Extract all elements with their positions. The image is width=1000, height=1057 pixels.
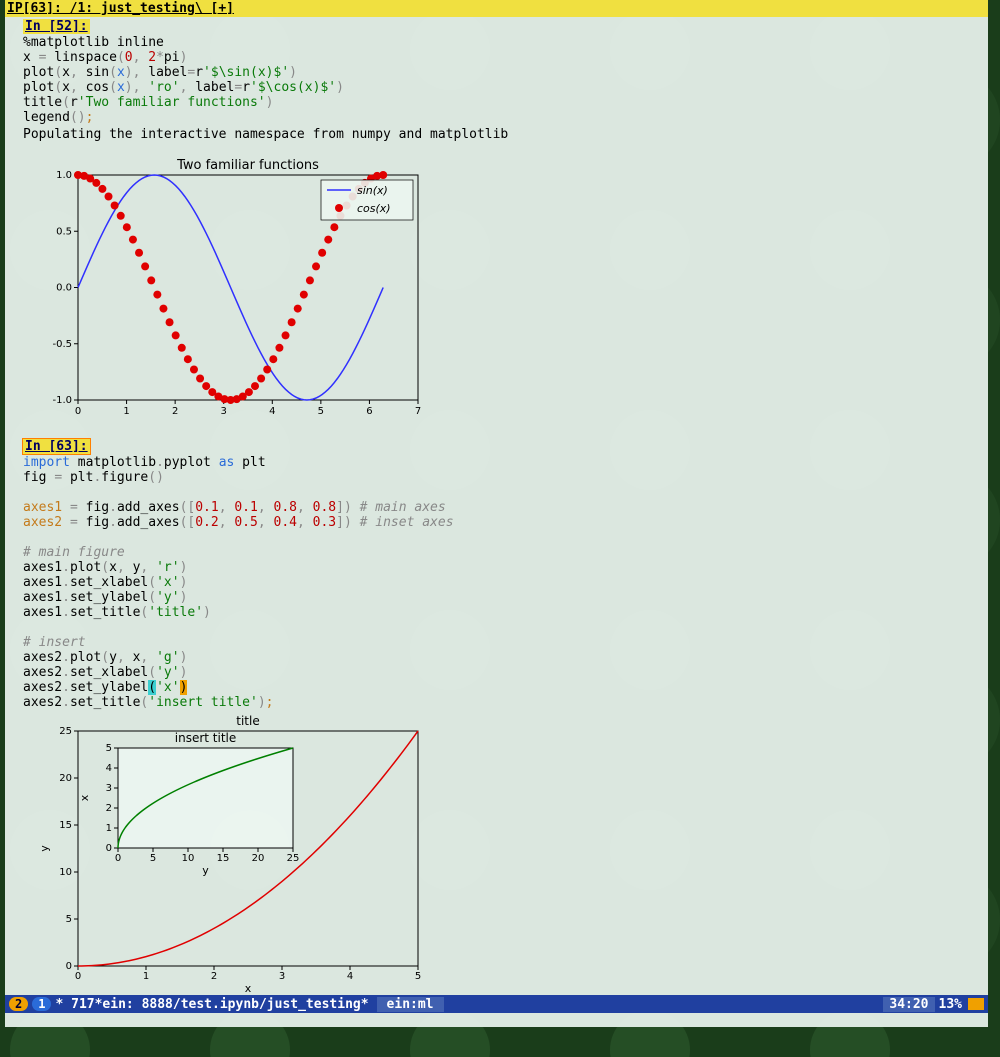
svg-text:1: 1 bbox=[106, 823, 112, 834]
svg-text:2: 2 bbox=[211, 971, 217, 982]
svg-text:1: 1 bbox=[143, 971, 149, 982]
svg-text:3: 3 bbox=[221, 406, 227, 417]
svg-text:1: 1 bbox=[123, 406, 129, 417]
svg-text:5: 5 bbox=[415, 971, 421, 982]
svg-text:y: y bbox=[202, 864, 209, 877]
svg-text:15: 15 bbox=[59, 820, 72, 831]
svg-text:2: 2 bbox=[106, 803, 112, 814]
svg-text:20: 20 bbox=[59, 773, 72, 784]
cell-63-code[interactable]: import matplotlib.pyplot as pltfig = plt… bbox=[23, 454, 988, 711]
svg-text:-0.5: -0.5 bbox=[52, 339, 72, 350]
svg-text:cos(x): cos(x) bbox=[357, 202, 391, 215]
svg-text:25: 25 bbox=[59, 726, 72, 737]
svg-text:0: 0 bbox=[75, 406, 81, 417]
editor-pane[interactable]: IP[63]: /1: just_testing\ [+] In [52]: %… bbox=[5, 0, 988, 1027]
svg-text:10: 10 bbox=[182, 853, 195, 864]
cell-prompt-52[interactable]: In [52]: bbox=[23, 19, 90, 34]
cell-52-figure: 0 1 2 3 4 5 6 7 -1.0 -0.5 0.0 0.5 1.0 Two familiar fu… bbox=[23, 157, 988, 421]
window-titlebar: IP[63]: /1: just_testing\ [+] bbox=[5, 0, 988, 17]
svg-text:3: 3 bbox=[106, 783, 112, 794]
svg-text:5: 5 bbox=[66, 914, 72, 925]
svg-text:0: 0 bbox=[106, 843, 112, 854]
cell-52-code[interactable]: %matplotlib inlinex = linspace(0, 2*pi)p… bbox=[23, 34, 988, 126]
svg-text:-1.0: -1.0 bbox=[52, 395, 72, 406]
cell-63-figure: 0 1 2 3 4 5 0 5 10 15 20 25 title x y 0 5 10 15 20 25 0 1 2 3 4 5 i… bbox=[23, 713, 988, 997]
emacs-modeline: 2 1 * 717 *ein: 8888/test.ipynb/just_tes… bbox=[5, 995, 988, 1013]
svg-text:0: 0 bbox=[66, 961, 72, 972]
svg-text:5: 5 bbox=[106, 743, 112, 754]
svg-text:6: 6 bbox=[366, 406, 372, 417]
svg-text:y: y bbox=[38, 845, 51, 852]
svg-text:sin(x): sin(x) bbox=[357, 184, 388, 197]
svg-text:4: 4 bbox=[269, 406, 275, 417]
modeline-percent: 13% bbox=[939, 997, 962, 1012]
svg-text:20: 20 bbox=[252, 853, 265, 864]
cell-prompt-63[interactable]: In [63]: bbox=[23, 439, 90, 454]
svg-text:5: 5 bbox=[150, 853, 156, 864]
svg-text:title: title bbox=[236, 714, 259, 728]
svg-text:5: 5 bbox=[318, 406, 324, 417]
modeline-modified: * 717 bbox=[55, 997, 94, 1012]
svg-text:1.0: 1.0 bbox=[56, 170, 72, 181]
modeline-position: 34:20 bbox=[883, 997, 934, 1012]
modeline-indicator-icon bbox=[968, 998, 984, 1010]
svg-text:3: 3 bbox=[279, 971, 285, 982]
svg-text:0.0: 0.0 bbox=[56, 283, 72, 294]
svg-text:x: x bbox=[245, 982, 252, 993]
svg-text:Two familiar functions: Two familiar functions bbox=[176, 158, 319, 173]
svg-text:4: 4 bbox=[347, 971, 353, 982]
svg-text:insert title: insert title bbox=[175, 731, 237, 745]
modeline-buffer-name: *ein: 8888/test.ipynb/just_testing* bbox=[95, 997, 369, 1012]
svg-text:25: 25 bbox=[287, 853, 300, 864]
workspace-badge-2[interactable]: 1 bbox=[32, 997, 51, 1011]
svg-text:0: 0 bbox=[115, 853, 121, 864]
svg-text:0.5: 0.5 bbox=[56, 226, 72, 237]
svg-text:10: 10 bbox=[59, 867, 72, 878]
svg-text:4: 4 bbox=[106, 763, 112, 774]
cell-52-output-text: Populating the interactive namespace fro… bbox=[23, 126, 988, 143]
svg-text:0: 0 bbox=[75, 971, 81, 982]
svg-text:7: 7 bbox=[415, 406, 421, 417]
workspace-badge-1[interactable]: 2 bbox=[9, 997, 28, 1011]
svg-text:x: x bbox=[78, 794, 91, 801]
svg-text:2: 2 bbox=[172, 406, 178, 417]
modeline-mode: ein:ml bbox=[377, 997, 444, 1012]
svg-text:15: 15 bbox=[217, 853, 230, 864]
